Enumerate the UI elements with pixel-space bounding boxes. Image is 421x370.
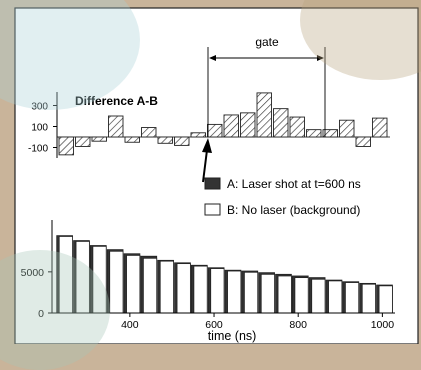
laser-histogram-chart: 400 600 800 1000 5000 0 time (ns) — [21, 220, 395, 343]
background-bar — [294, 277, 309, 314]
laser-pointer-arrowhead — [202, 138, 212, 153]
difference-y-tick-label: 100 — [31, 123, 48, 134]
background-bar — [243, 271, 259, 314]
difference-chart: Difference A-B 300 100 -100 gate — [28, 35, 390, 183]
background-bar — [328, 280, 343, 314]
histogram-y-tick-label: 5000 — [21, 267, 45, 279]
background-bar — [159, 260, 174, 314]
difference-bar — [157, 136, 173, 144]
legend: A: Laser shot at t=600 ns B: No laser (ba… — [204, 177, 361, 217]
difference-y-tick-label: -100 — [28, 144, 48, 155]
difference-bar — [108, 115, 124, 138]
difference-bar — [190, 132, 206, 138]
difference-bar — [141, 127, 157, 138]
legend-swatch — [204, 203, 221, 216]
difference-bar — [58, 136, 74, 156]
laser-shot-pointer — [202, 138, 212, 183]
difference-chart-title: Difference A-B — [75, 94, 158, 108]
background-bar — [210, 268, 225, 314]
difference-bar — [124, 136, 140, 143]
gate-arrow-left — [209, 55, 216, 61]
chart-figure: Difference A-B 300 100 -100 gate A: Laser … — [14, 7, 419, 345]
gate-arrow-right — [317, 55, 324, 61]
difference-bar — [322, 129, 338, 138]
background-bar — [176, 263, 191, 314]
histogram-x-tick-label: 600 — [205, 319, 223, 331]
background-bar — [361, 283, 376, 314]
difference-bar — [289, 116, 305, 138]
legend-entry: B: No laser (background) — [227, 203, 360, 217]
histogram-x-axis-label: time (ns) — [208, 329, 257, 343]
background-bar — [260, 273, 275, 314]
background-bar — [109, 250, 124, 314]
legend-swatch — [204, 177, 221, 190]
histogram-y-tick-label: 0 — [38, 308, 44, 320]
histogram-x-tick-label: 400 — [121, 319, 139, 331]
background-bar — [277, 275, 292, 314]
difference-bar — [223, 114, 239, 138]
difference-y-tick-label: 300 — [31, 102, 48, 113]
difference-bar — [273, 108, 289, 138]
difference-bar — [174, 136, 190, 146]
difference-bar — [240, 112, 256, 138]
laser-pointer-line — [202, 149, 208, 183]
difference-bar — [75, 136, 91, 147]
gate-annotation: gate — [207, 35, 326, 137]
difference-bar — [355, 136, 371, 147]
background-bar — [311, 278, 326, 314]
gate-label: gate — [255, 35, 279, 49]
background-bar — [227, 270, 242, 314]
difference-bar — [306, 129, 322, 138]
background-bar — [142, 257, 158, 314]
difference-bar — [207, 123, 223, 138]
difference-bar — [372, 117, 388, 138]
histogram-x-tick-label: 800 — [289, 319, 307, 331]
difference-bar — [256, 92, 272, 138]
difference-bar — [91, 136, 107, 142]
legend-entry: A: Laser shot at t=600 ns — [227, 177, 361, 191]
difference-bar — [339, 119, 355, 138]
histogram-x-tick-label: 1000 — [371, 319, 395, 331]
background-bar — [126, 254, 141, 314]
background-bar — [378, 285, 393, 314]
background-bar — [344, 282, 360, 314]
background-bar — [193, 265, 208, 314]
